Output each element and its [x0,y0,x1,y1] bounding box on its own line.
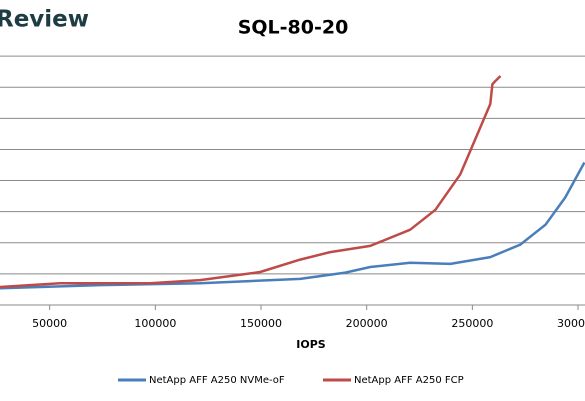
x-tick-label: 50000 [32,317,67,330]
x-tick-label: 250000 [451,317,493,330]
x-tick-label: 150000 [240,317,282,330]
chart-title: SQL-80-20 [238,17,349,39]
brand: Review [0,7,89,33]
x-axis-label: IOPS [296,338,326,351]
series-line [0,161,585,290]
legend-label: NetApp AFF A250 NVMe-oF [149,375,285,386]
series-line [0,75,502,289]
x-tick-label: 300000 [557,317,585,330]
legend-label: NetApp AFF A250 FCP [354,375,464,386]
x-tick-label: 200000 [346,317,388,330]
x-tick-label: 100000 [134,317,176,330]
